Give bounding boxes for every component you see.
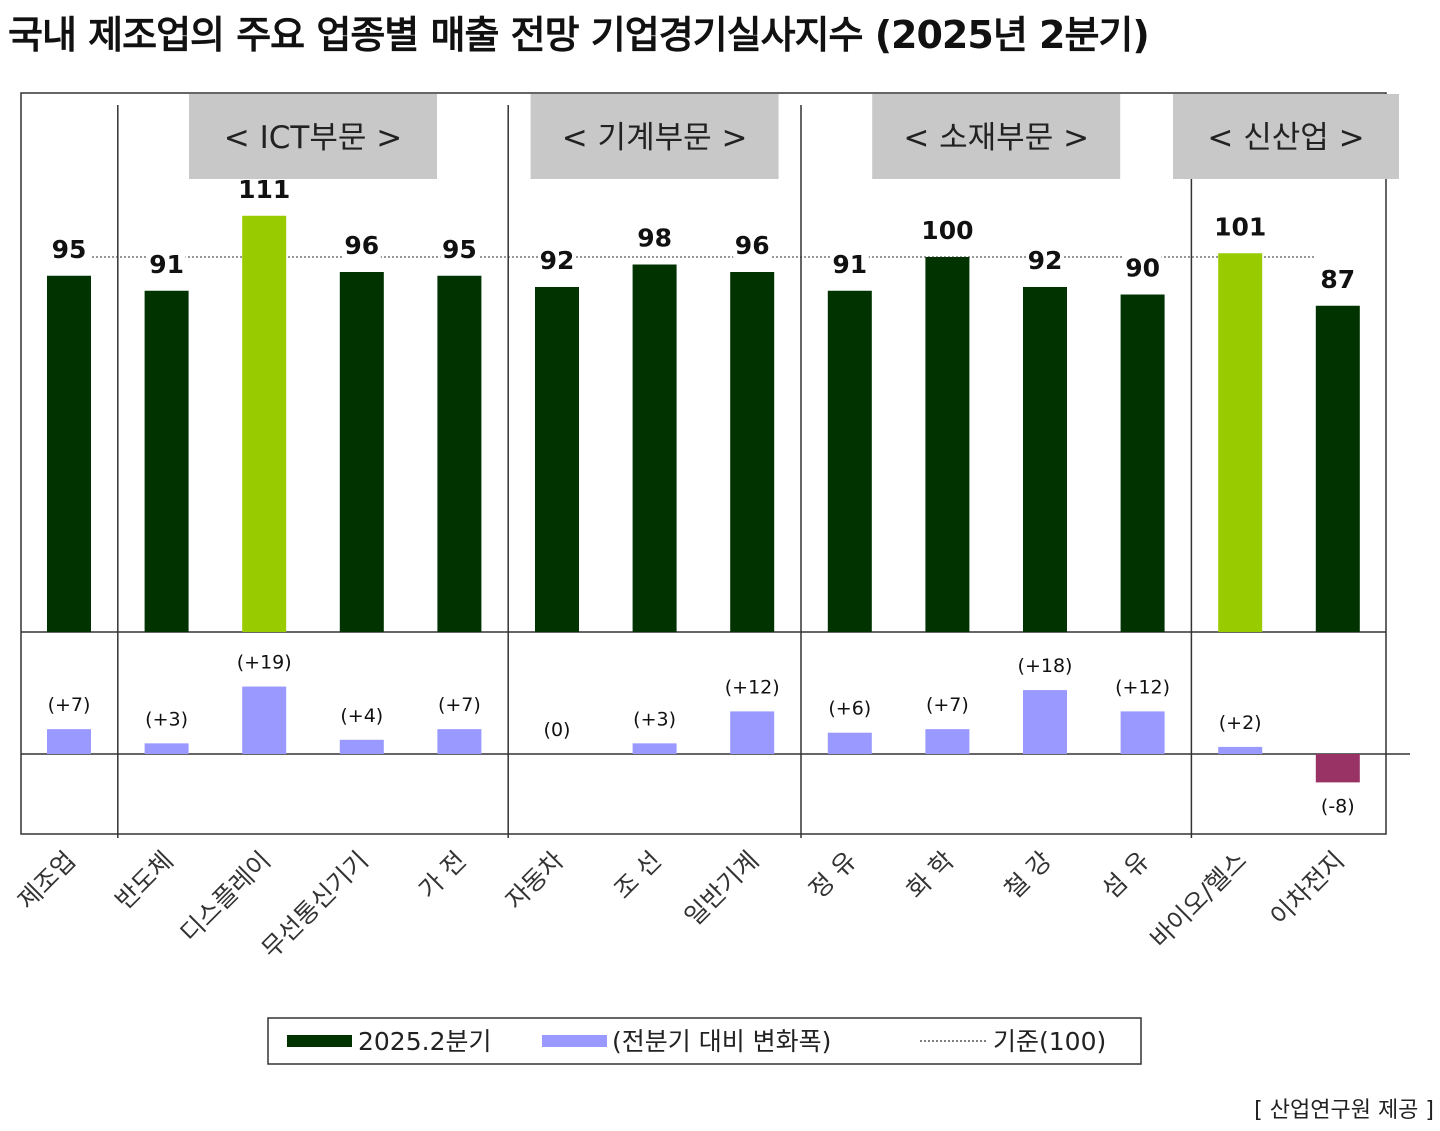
main-bar [339, 272, 384, 632]
change-bar [1023, 690, 1067, 754]
main-value-label: 100 [921, 216, 973, 245]
label-knockout [830, 250, 869, 281]
main-bar [925, 257, 970, 632]
change-value-label: (+19) [237, 652, 292, 674]
group-header-box [189, 94, 437, 179]
change-bar [242, 686, 287, 754]
category-label: 일반기계 [679, 846, 765, 932]
label-knockout [147, 250, 186, 281]
category-label: 반도체 [110, 846, 179, 915]
legend-swatch-change [542, 1035, 607, 1047]
main-value-label: 91 [149, 250, 184, 279]
category-label: 디스플레이 [175, 846, 277, 948]
change-value-label: (+12) [1115, 676, 1170, 698]
main-bar [1120, 294, 1165, 632]
group-header-label: < 신산업 > [1207, 120, 1364, 156]
main-value-label: 95 [442, 235, 477, 264]
change-bar [144, 743, 189, 754]
label-knockout [1026, 247, 1064, 277]
label-knockout [920, 217, 974, 247]
label-knockout [440, 235, 479, 266]
main-bar [730, 272, 775, 632]
main-bar [827, 290, 872, 632]
main-value-label: 87 [1320, 265, 1355, 294]
plot-frame [20, 92, 1387, 835]
change-value-label: (+4) [340, 705, 383, 727]
category-label: 화 학 [901, 846, 960, 905]
main-value-label: 95 [52, 235, 87, 264]
change-bar [632, 743, 677, 754]
main-bar [632, 264, 677, 632]
main-value-label: 96 [344, 231, 379, 260]
change-value-label: (+6) [828, 698, 871, 720]
label-knockout [733, 232, 772, 262]
change-value-label: (+3) [145, 708, 188, 730]
label-knockout [342, 232, 381, 262]
main-value-label: 90 [1125, 254, 1160, 283]
change-value-label: (+18) [1018, 655, 1073, 677]
label-knockout [538, 247, 576, 277]
change-value-label: (+12) [725, 676, 780, 698]
main-value-label: 91 [832, 250, 867, 279]
label-knockout [635, 224, 674, 255]
category-label: 철 강 [999, 846, 1058, 905]
change-value-label: (0) [544, 719, 571, 741]
change-bar [437, 729, 482, 754]
main-value-label: 96 [735, 231, 770, 260]
category-label: 제조업 [12, 846, 81, 915]
category-label: 조 선 [608, 846, 667, 905]
change-value-label: (+7) [438, 694, 481, 716]
change-bar [925, 729, 970, 754]
main-bar [1315, 305, 1360, 632]
category-label: 이차전지 [1264, 846, 1350, 932]
category-label: 바이오/헬스 [1145, 846, 1253, 954]
chart-title: 국내 제조업의 주요 업종별 매출 전망 기업경기실사지수 (2025년 2분기… [8, 13, 1150, 57]
change-bar [1218, 746, 1263, 754]
group-header-box [530, 94, 779, 179]
change-bar [339, 739, 384, 754]
change-value-label: (+7) [926, 694, 969, 716]
legend-box [267, 1017, 1142, 1065]
change-bar [1315, 754, 1360, 783]
category-label: 정 유 [803, 846, 862, 905]
group-header-label: < ICT부문 > [224, 120, 402, 156]
group-header-box [1173, 94, 1399, 179]
change-bar [730, 711, 775, 754]
group-header-box [872, 94, 1121, 179]
legend-label-change: (전분기 대비 변화폭) [612, 1027, 831, 1056]
legend-swatch-main [287, 1035, 352, 1047]
main-bar [144, 290, 189, 632]
change-value-label: (+3) [633, 708, 676, 730]
main-value-label: 111 [238, 175, 290, 204]
main-bar [1023, 287, 1067, 632]
category-label: 가 전 [413, 846, 472, 905]
legend-label-main: 2025.2분기 [358, 1027, 491, 1056]
legend-label-reference: 기준(100) [993, 1027, 1106, 1056]
label-knockout [1123, 254, 1162, 285]
category-label: 섬 유 [1096, 846, 1155, 905]
category-label: 자동차 [500, 846, 569, 915]
group-header-label: < 기계부문 > [562, 120, 748, 156]
main-bar [1218, 253, 1263, 632]
main-bar [535, 287, 579, 632]
main-bar [242, 215, 287, 632]
main-bar [47, 275, 91, 632]
group-header-label: < 소재부문 > [903, 120, 1089, 156]
change-value-label: (+7) [48, 694, 91, 716]
change-value-label: (+2) [1219, 712, 1262, 734]
main-value-label: 92 [1028, 246, 1063, 275]
main-bar [437, 275, 482, 632]
change-bar [1120, 711, 1165, 754]
main-value-label: 101 [1214, 212, 1266, 241]
change-bar [827, 732, 872, 754]
category-label: 무선통신기기 [256, 846, 374, 964]
change-bar [47, 729, 91, 754]
label-knockout [50, 235, 88, 266]
main-value-label: 92 [540, 246, 575, 275]
change-value-label: (-8) [1321, 795, 1355, 817]
main-value-label: 98 [637, 224, 672, 253]
source-credit: [ 산업연구원 제공 ] [1254, 1098, 1434, 1123]
